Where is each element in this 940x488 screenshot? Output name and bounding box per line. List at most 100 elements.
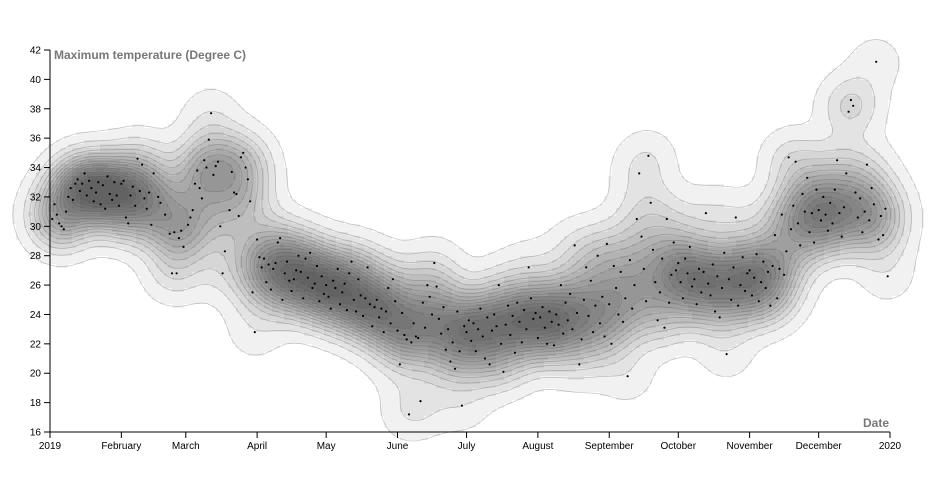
data-point-275 xyxy=(695,303,698,306)
data-point-180 xyxy=(477,328,480,331)
x-axis-title: Date xyxy=(863,416,889,430)
data-point-302 xyxy=(757,300,760,303)
data-point-70 xyxy=(221,272,224,275)
data-point-112 xyxy=(320,275,323,278)
data-point-199 xyxy=(520,341,523,344)
data-point-100 xyxy=(292,278,295,281)
data-point-29 xyxy=(117,204,121,207)
data-point-64 xyxy=(207,138,210,141)
data-point-92 xyxy=(274,261,277,265)
data-point-34 xyxy=(129,194,132,197)
data-point-89 xyxy=(267,263,270,266)
data-point-200 xyxy=(523,309,526,312)
data-point-83 xyxy=(253,331,256,334)
data-point-220 xyxy=(569,292,572,295)
data-point-342 xyxy=(849,98,853,102)
data-point-75 xyxy=(235,192,238,196)
data-point-123 xyxy=(345,309,348,312)
data-point-354 xyxy=(877,238,880,241)
data-point-133 xyxy=(368,303,371,306)
data-point-269 xyxy=(681,297,685,300)
data-point-76 xyxy=(237,214,240,218)
data-point-229 xyxy=(589,279,592,282)
data-point-71 xyxy=(223,250,226,253)
density-band-12 xyxy=(64,168,852,352)
data-point-113 xyxy=(322,292,325,295)
data-point-164 xyxy=(440,332,443,335)
data-point-39 xyxy=(141,163,144,166)
data-point-125 xyxy=(350,260,353,263)
data-point-135 xyxy=(373,306,376,309)
data-point-286 xyxy=(720,286,724,290)
data-point-139 xyxy=(382,331,385,334)
density-contour-4 xyxy=(34,132,900,384)
data-point-346 xyxy=(859,197,862,200)
data-point-333 xyxy=(829,201,832,204)
data-point-227 xyxy=(585,266,588,269)
density-band-8 xyxy=(48,156,880,364)
data-point-190 xyxy=(500,342,503,345)
data-point-104 xyxy=(302,297,305,300)
data-point-91 xyxy=(272,267,275,270)
data-point-337 xyxy=(838,212,841,215)
data-point-172 xyxy=(458,350,461,353)
data-point-311 xyxy=(778,267,781,270)
density-band-10 xyxy=(56,164,872,356)
data-point-293 xyxy=(737,304,740,307)
data-point-151 xyxy=(410,341,413,344)
data-point-187 xyxy=(493,313,496,316)
data-point-230 xyxy=(592,331,595,334)
data-point-274 xyxy=(693,278,696,281)
data-point-60 xyxy=(198,187,201,190)
data-point-251 xyxy=(640,235,643,238)
data-point-347 xyxy=(861,231,864,234)
data-point-355 xyxy=(879,214,882,218)
data-point-324 xyxy=(808,231,811,234)
y-tick-label-0: 16 xyxy=(30,428,42,439)
data-point-348 xyxy=(863,210,866,213)
data-point-144 xyxy=(394,300,397,303)
data-point-4 xyxy=(60,225,63,228)
data-point-58 xyxy=(193,182,197,185)
data-point-120 xyxy=(338,303,342,306)
x-tick-label-2: March xyxy=(172,441,200,452)
y-tick-label-8: 32 xyxy=(30,192,42,203)
data-point-82 xyxy=(251,291,254,294)
data-point-246 xyxy=(628,259,632,262)
data-point-256 xyxy=(651,248,655,251)
data-point-15 xyxy=(85,194,88,197)
data-point-134 xyxy=(371,325,374,328)
density-band-16 xyxy=(80,180,352,296)
data-point-195 xyxy=(511,314,514,317)
data-point-303 xyxy=(760,281,763,284)
data-point-177 xyxy=(470,339,473,342)
data-point-215 xyxy=(557,323,560,326)
density-contour-5 xyxy=(38,139,896,378)
data-point-338 xyxy=(840,235,843,238)
y-tick-label-6: 28 xyxy=(30,251,42,262)
data-point-238 xyxy=(610,342,613,345)
data-point-349 xyxy=(865,163,869,166)
points-layer xyxy=(51,60,889,416)
data-point-69 xyxy=(219,225,222,228)
x-tick-label-8: September xyxy=(585,441,635,452)
data-point-84 xyxy=(256,238,259,241)
data-point-50 xyxy=(173,231,176,234)
data-point-181 xyxy=(479,307,482,310)
density-band-3 xyxy=(28,96,904,392)
data-point-168 xyxy=(449,360,452,363)
density-band-5 xyxy=(40,140,896,376)
data-point-345 xyxy=(856,216,859,219)
data-point-257 xyxy=(654,281,657,284)
data-point-165 xyxy=(442,306,445,309)
data-point-166 xyxy=(444,348,447,351)
data-point-201 xyxy=(525,328,528,331)
data-point-32 xyxy=(124,216,127,219)
data-point-27 xyxy=(113,181,116,184)
data-point-300 xyxy=(753,276,756,279)
data-point-31 xyxy=(122,179,125,182)
data-point-43 xyxy=(150,223,153,226)
data-point-24 xyxy=(106,175,109,178)
data-point-231 xyxy=(594,304,597,307)
data-point-62 xyxy=(203,159,206,162)
